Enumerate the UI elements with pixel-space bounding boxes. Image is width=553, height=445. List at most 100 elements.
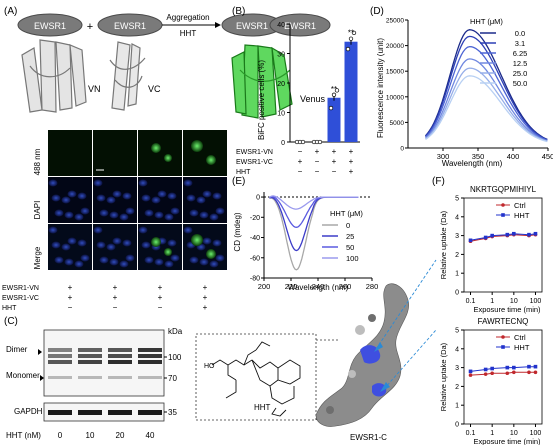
legend-label: 0 <box>346 221 350 230</box>
nucleus <box>74 260 84 268</box>
y-tick-label: 0 <box>256 195 260 202</box>
y-tick-label: 25000 <box>386 18 404 25</box>
y-tick-label: 0 <box>455 290 459 297</box>
bifc-cell <box>151 143 161 153</box>
condition-sign: + <box>332 157 337 166</box>
gapdh-band <box>78 410 102 415</box>
bar <box>327 97 341 142</box>
nucleus <box>141 194 151 202</box>
x-tick-label: 10 <box>510 430 518 437</box>
panel-e-ylabel: CD (mdeg) <box>233 212 242 251</box>
nucleus <box>199 258 209 266</box>
ewsr1c-label: EWSR1-C <box>350 433 387 442</box>
legend-label: 3.1 <box>515 39 525 48</box>
legend-marker-hht <box>501 345 505 349</box>
condition-label: EWSR1-VN <box>236 149 273 156</box>
hht-point <box>490 233 494 238</box>
gapdh-bands <box>48 410 162 415</box>
nucleus <box>64 258 74 266</box>
y-tick-label: 4 <box>455 214 459 221</box>
ctrl-point <box>527 370 531 375</box>
hht-point <box>512 365 516 370</box>
condition-sign: − <box>158 303 163 312</box>
dose-10: 10 <box>86 431 95 440</box>
data-point <box>317 139 323 145</box>
x-tick-label: 220 <box>285 282 298 291</box>
nucleus <box>122 239 132 247</box>
western-blot-bands <box>48 348 162 379</box>
condition-sign: + <box>68 283 73 292</box>
panel-b-conditions: EWSR1-VN − + + +EWSR1-VC + − + +HHT − − − + <box>236 147 354 176</box>
gapdh-band <box>108 410 132 415</box>
legend-title: HHT (μM) <box>330 209 363 218</box>
condition-label: HHT <box>2 305 17 312</box>
nucleus <box>215 207 225 215</box>
monomer-label: Monomer <box>6 371 40 380</box>
y-tick-label: 10 <box>277 111 285 118</box>
condition-label: EWSR1-VC <box>236 159 273 166</box>
hht-point <box>490 366 494 371</box>
significance-stars: ** <box>348 29 354 38</box>
nucleus <box>112 190 122 198</box>
panel-e-letter: (E) <box>232 176 245 187</box>
row-label-merge: Merge <box>33 246 42 269</box>
nucleus <box>48 226 58 234</box>
data-point <box>328 105 334 111</box>
condition-sign: + <box>298 157 303 166</box>
bifc-cell <box>206 155 216 165</box>
bifc-bar-chart: 0 10 20 30 40 ** ** <box>277 22 360 147</box>
panel-d-ylabel: Fluorescence intensity (unit) <box>376 38 385 138</box>
nucleus <box>109 211 119 219</box>
y-tick-label: 0 <box>281 140 285 147</box>
nucleus <box>170 207 180 215</box>
bifc-cell <box>164 154 172 162</box>
condition-label: EWSR1-VN <box>2 285 39 292</box>
legend-label: 12.5 <box>513 59 528 68</box>
nucleus <box>77 239 87 247</box>
nucleus <box>74 213 84 221</box>
x-tick-label: 280 <box>366 282 379 291</box>
condition-sign: + <box>315 147 320 156</box>
blot-band-faint <box>108 376 132 379</box>
y-tick-label: 0 <box>455 422 459 429</box>
nucleus <box>144 256 154 264</box>
ewsr1-label-2: EWSR1 <box>114 21 146 31</box>
x-tick-label: 300 <box>437 152 450 161</box>
vc-structure <box>109 41 146 111</box>
x-tick-label: 450 <box>542 152 553 161</box>
data-point <box>331 92 337 97</box>
condition-sign: − <box>68 303 73 312</box>
legend-marker-ctrl <box>501 335 505 339</box>
nucleus <box>209 213 219 221</box>
hht-line <box>470 366 536 372</box>
x-tick-label: 240 <box>312 282 325 291</box>
nucleus <box>119 213 129 221</box>
vn-label: VN <box>88 84 101 94</box>
microscopy-tile <box>48 130 92 176</box>
y-tick-label: 20000 <box>386 43 404 50</box>
panel-c: (C) kDa Dimer Monomer 100 70 GAPDH 35 HH… <box>4 259 437 442</box>
panel-a-conditions: EWSR1-VN + + + +EWSR1-VC + + + +HHT − − − + <box>2 283 208 312</box>
condition-sign: + <box>68 293 73 302</box>
panel-c-letter: (C) <box>4 316 18 327</box>
nucleus <box>54 209 64 217</box>
nucleus <box>167 192 177 200</box>
x-tick-label: 100 <box>530 430 542 437</box>
y-tick-label: 0 <box>400 146 404 153</box>
condition-label: EWSR1-VC <box>2 295 39 302</box>
condition-sign: + <box>203 283 208 292</box>
y-tick-label: 5000 <box>390 120 405 127</box>
condition-sign: − <box>315 167 320 176</box>
x-tick-label: 10 <box>510 298 518 305</box>
condition-sign: − <box>298 147 303 156</box>
blot-band <box>78 354 102 358</box>
nucleus <box>112 237 122 245</box>
condition-sign: + <box>113 293 118 302</box>
plot-frame <box>463 197 543 293</box>
marker-100: 100 <box>168 353 182 362</box>
nucleus <box>164 260 174 268</box>
hht-point <box>468 238 473 243</box>
hht-struct-label: HHT <box>254 403 271 412</box>
nucleus <box>122 192 132 200</box>
ctrl-point <box>512 370 516 375</box>
